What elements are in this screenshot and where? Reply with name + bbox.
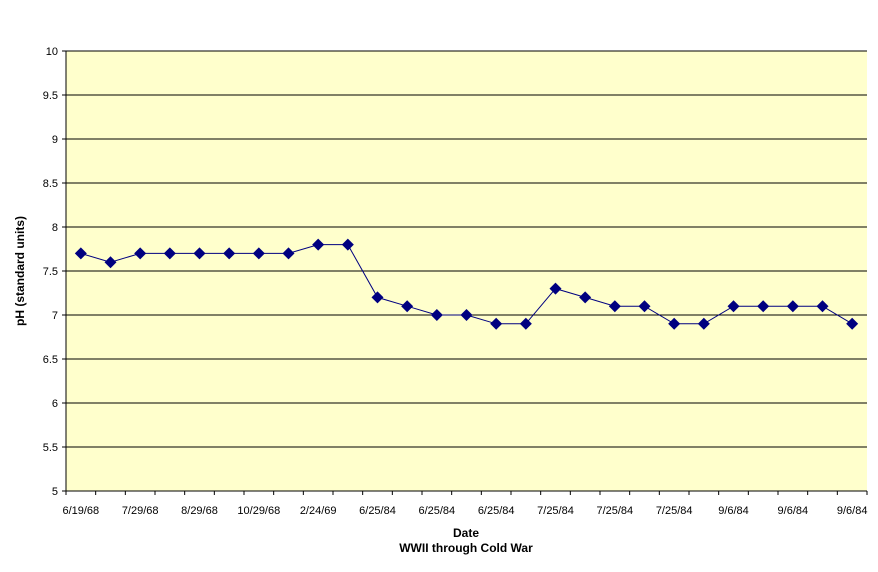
gridlines [66,50,867,448]
x-tick-label: 6/25/84 [418,505,455,517]
x-axis-title: Date [453,526,479,540]
y-tick-label: 7.5 [43,266,58,278]
x-tick-label: 2/24/69 [300,505,337,517]
y-tick-label: 5 [52,486,58,498]
series-group [74,238,859,330]
data-point-marker [193,247,206,260]
x-tick-label: 9/6/84 [718,505,749,517]
y-tick-label: 10 [46,46,58,58]
y-tick-label: 6.5 [43,354,58,366]
x-axis-ticks: 6/19/68 7/29/68 8/29/68 10/29/68 2/24/69 6/25… [62,491,868,517]
y-axis-title: pH (standard units) [13,216,27,326]
data-point-marker [668,317,681,330]
data-point-marker [282,247,295,260]
x-tick-label: 7/25/84 [596,505,633,517]
x-tick-label: 6/25/84 [478,505,515,517]
x-tick-label: 9/6/84 [837,505,868,517]
data-point-marker [371,291,384,304]
data-point-marker [134,247,147,260]
data-point-marker [519,317,532,330]
y-tick-label: 5.5 [43,442,58,454]
x-tick-label: 7/25/84 [537,505,574,517]
y-tick-label: 8.5 [43,178,58,190]
x-tick-label: 9/6/84 [778,505,809,517]
data-point-marker [104,256,117,269]
y-tick-label: 9 [52,134,58,146]
y-axis-ticks: 5 5.5 6 6.5 7 7.5 8 8.5 9 9.5 10 [43,46,66,498]
data-point-marker [579,291,592,304]
data-point-marker [163,247,176,260]
data-point-marker [786,300,799,313]
data-point-marker [757,300,770,313]
data-point-marker [74,247,87,260]
data-point-marker [252,247,265,260]
y-tick-label: 8 [52,222,58,234]
x-tick-label: 10/29/68 [237,505,280,517]
data-point-marker [697,317,710,330]
y-tick-label: 9.5 [43,90,58,102]
data-point-marker [460,309,473,321]
x-tick-label: 6/25/84 [359,505,396,517]
data-point-marker [727,300,740,313]
x-tick-label: 6/19/68 [62,505,99,517]
data-point-marker [549,282,562,295]
data-point-marker [223,247,236,260]
data-point-marker [816,300,829,313]
y-tick-label: 7 [52,310,58,322]
data-point-marker [638,300,651,313]
data-point-marker [341,238,354,251]
x-tick-label: 8/29/68 [181,505,218,517]
x-tick-label: 7/25/84 [656,505,693,517]
x-tick-label: 7/29/68 [122,505,159,517]
data-point-marker [490,317,503,330]
data-point-marker [312,238,325,251]
data-point-marker [608,300,621,313]
y-tick-label: 6 [52,398,58,410]
data-point-marker [846,317,859,330]
data-point-marker [430,309,443,321]
x-axis-subtitle: WWII through Cold War [399,541,533,555]
data-point-marker [401,300,414,313]
